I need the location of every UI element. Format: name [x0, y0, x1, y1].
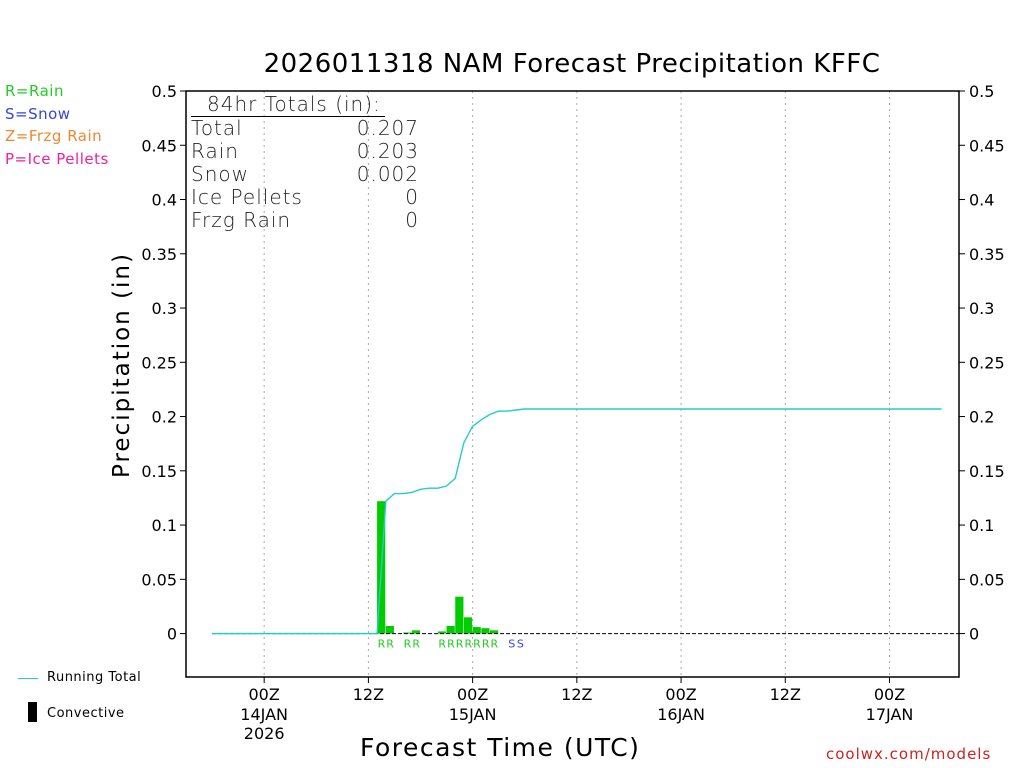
y-tick-label-right: 0.15	[969, 462, 1005, 481]
convective-legend: Convective	[47, 706, 125, 721]
totals-row-ice-pellets: Ice Pellets 0	[191, 186, 419, 209]
x-tick-date: 16JAN	[657, 705, 705, 724]
y-tick-label-right: 0.05	[969, 570, 1005, 589]
precip-bar	[472, 627, 481, 634]
y-tick-label-right: 0.25	[969, 353, 1005, 372]
y-tick-label-right: 0.3	[969, 299, 994, 318]
y-tick-label-left: 0.5	[152, 82, 177, 101]
totals-row-snow: Snow 0.002	[191, 163, 419, 186]
precip-type-label: R	[473, 638, 481, 651]
precip-bar	[403, 632, 412, 634]
y-tick-label-right: 0.2	[969, 408, 994, 427]
totals-value: 0.002	[356, 162, 419, 186]
totals-value: 0.203	[356, 139, 419, 163]
precip-type-label: R	[412, 638, 420, 651]
totals-value: 0	[405, 185, 419, 209]
precip-type-label: R	[482, 638, 490, 651]
totals-label: Rain	[191, 139, 239, 163]
precip-bar	[385, 625, 394, 634]
y-tick-label-right: 0.35	[969, 245, 1005, 264]
y-tick-label-left: 0.05	[141, 570, 177, 589]
precip-type-label: R	[491, 638, 499, 651]
precip-bar	[446, 625, 455, 634]
precip-bar	[455, 596, 464, 634]
y-tick-label-left: 0.45	[141, 136, 177, 155]
chart-title: 2026011318 NAM Forecast Precipitation KF…	[263, 49, 881, 79]
legend-snow: S=Snow	[5, 105, 71, 123]
precip-bar	[481, 628, 490, 634]
x-tick-label: 00Z	[874, 685, 905, 704]
totals-value: 0.207	[356, 116, 419, 140]
x-tick-date: 14JAN	[240, 705, 288, 724]
y-tick-label-left: 0.1	[152, 516, 177, 535]
legend-frzg-rain: Z=Frzg Rain	[5, 127, 103, 145]
y-axis-label: Precipitation (in)	[109, 252, 135, 478]
precip-type-label: S	[508, 638, 515, 651]
y-tick-label-left: 0.15	[141, 462, 177, 481]
x-tick-label: 12Z	[770, 685, 801, 704]
totals-header: 84hr Totals (in):	[191, 92, 385, 117]
totals-row-rain: Rain 0.203	[191, 140, 419, 163]
x-tick-label: 12Z	[353, 685, 384, 704]
plot-frame	[185, 90, 960, 678]
precip-bar	[463, 617, 473, 634]
precip-type-label: R	[456, 638, 464, 651]
precip-type-label: R	[386, 638, 394, 651]
running-total-line	[212, 408, 942, 635]
legend-ice-pellets: P=Ice Pellets	[5, 150, 109, 168]
grid-lines	[263, 91, 891, 677]
y-tick-label-left: 0.25	[141, 353, 177, 372]
y-tick-label-right: 0.1	[969, 516, 994, 535]
x-axis-label: Forecast Time (UTC)	[360, 733, 641, 762]
precip-type-label: S	[517, 638, 524, 651]
y-tick-label-left: 0.4	[152, 191, 177, 210]
x-tick-year: 2026	[244, 724, 285, 743]
x-tick-label: 00Z	[457, 685, 488, 704]
x-tick-date: 17JAN	[866, 705, 914, 724]
credit-link[interactable]: coolwx.com/models	[826, 745, 992, 763]
precip-bar	[489, 630, 499, 634]
precip-type-label: R	[447, 638, 455, 651]
precip-bar	[437, 631, 447, 634]
x-tick-date: 15JAN	[449, 705, 497, 724]
x-tick-label: 00Z	[249, 685, 280, 704]
totals-label: Frzg Rain	[191, 208, 292, 232]
legend-rain: R=Rain	[5, 82, 64, 100]
convective-swatch	[28, 702, 37, 722]
y-tick-label-right: 0.45	[969, 136, 1005, 155]
precip-type-label: R	[378, 638, 386, 651]
precip-type-label: R	[438, 638, 446, 651]
totals-value: 0	[405, 208, 419, 232]
y-tick-label-left: 0.3	[152, 299, 177, 318]
precip-type-label: R	[464, 638, 472, 651]
totals-box: 84hr Totals (in): Total 0.207 Rain 0.203 S…	[191, 92, 419, 232]
totals-label: Snow	[191, 162, 249, 186]
totals-label: Total	[191, 116, 243, 140]
totals-label: Ice Pellets	[191, 185, 303, 209]
running-total-swatch	[18, 678, 38, 679]
y-tick-label-right: 0.5	[969, 82, 994, 101]
y-tick-label-right: 0.4	[969, 191, 994, 210]
y-tick-label-right: 0	[969, 625, 979, 644]
precip-bars	[377, 501, 499, 634]
totals-row-total: Total 0.207	[191, 117, 419, 140]
y-tick-label-left: 0	[167, 625, 177, 644]
precip-bar	[411, 630, 421, 634]
totals-row-frzg-rain: Frzg Rain 0	[191, 209, 419, 232]
y-tick-label-left: 0.35	[141, 245, 177, 264]
precip-type-label: R	[404, 638, 412, 651]
x-tick-label: 12Z	[561, 685, 592, 704]
y-tick-label-left: 0.2	[152, 408, 177, 427]
running-total-legend: Running Total	[47, 670, 142, 685]
x-tick-label: 00Z	[665, 685, 696, 704]
